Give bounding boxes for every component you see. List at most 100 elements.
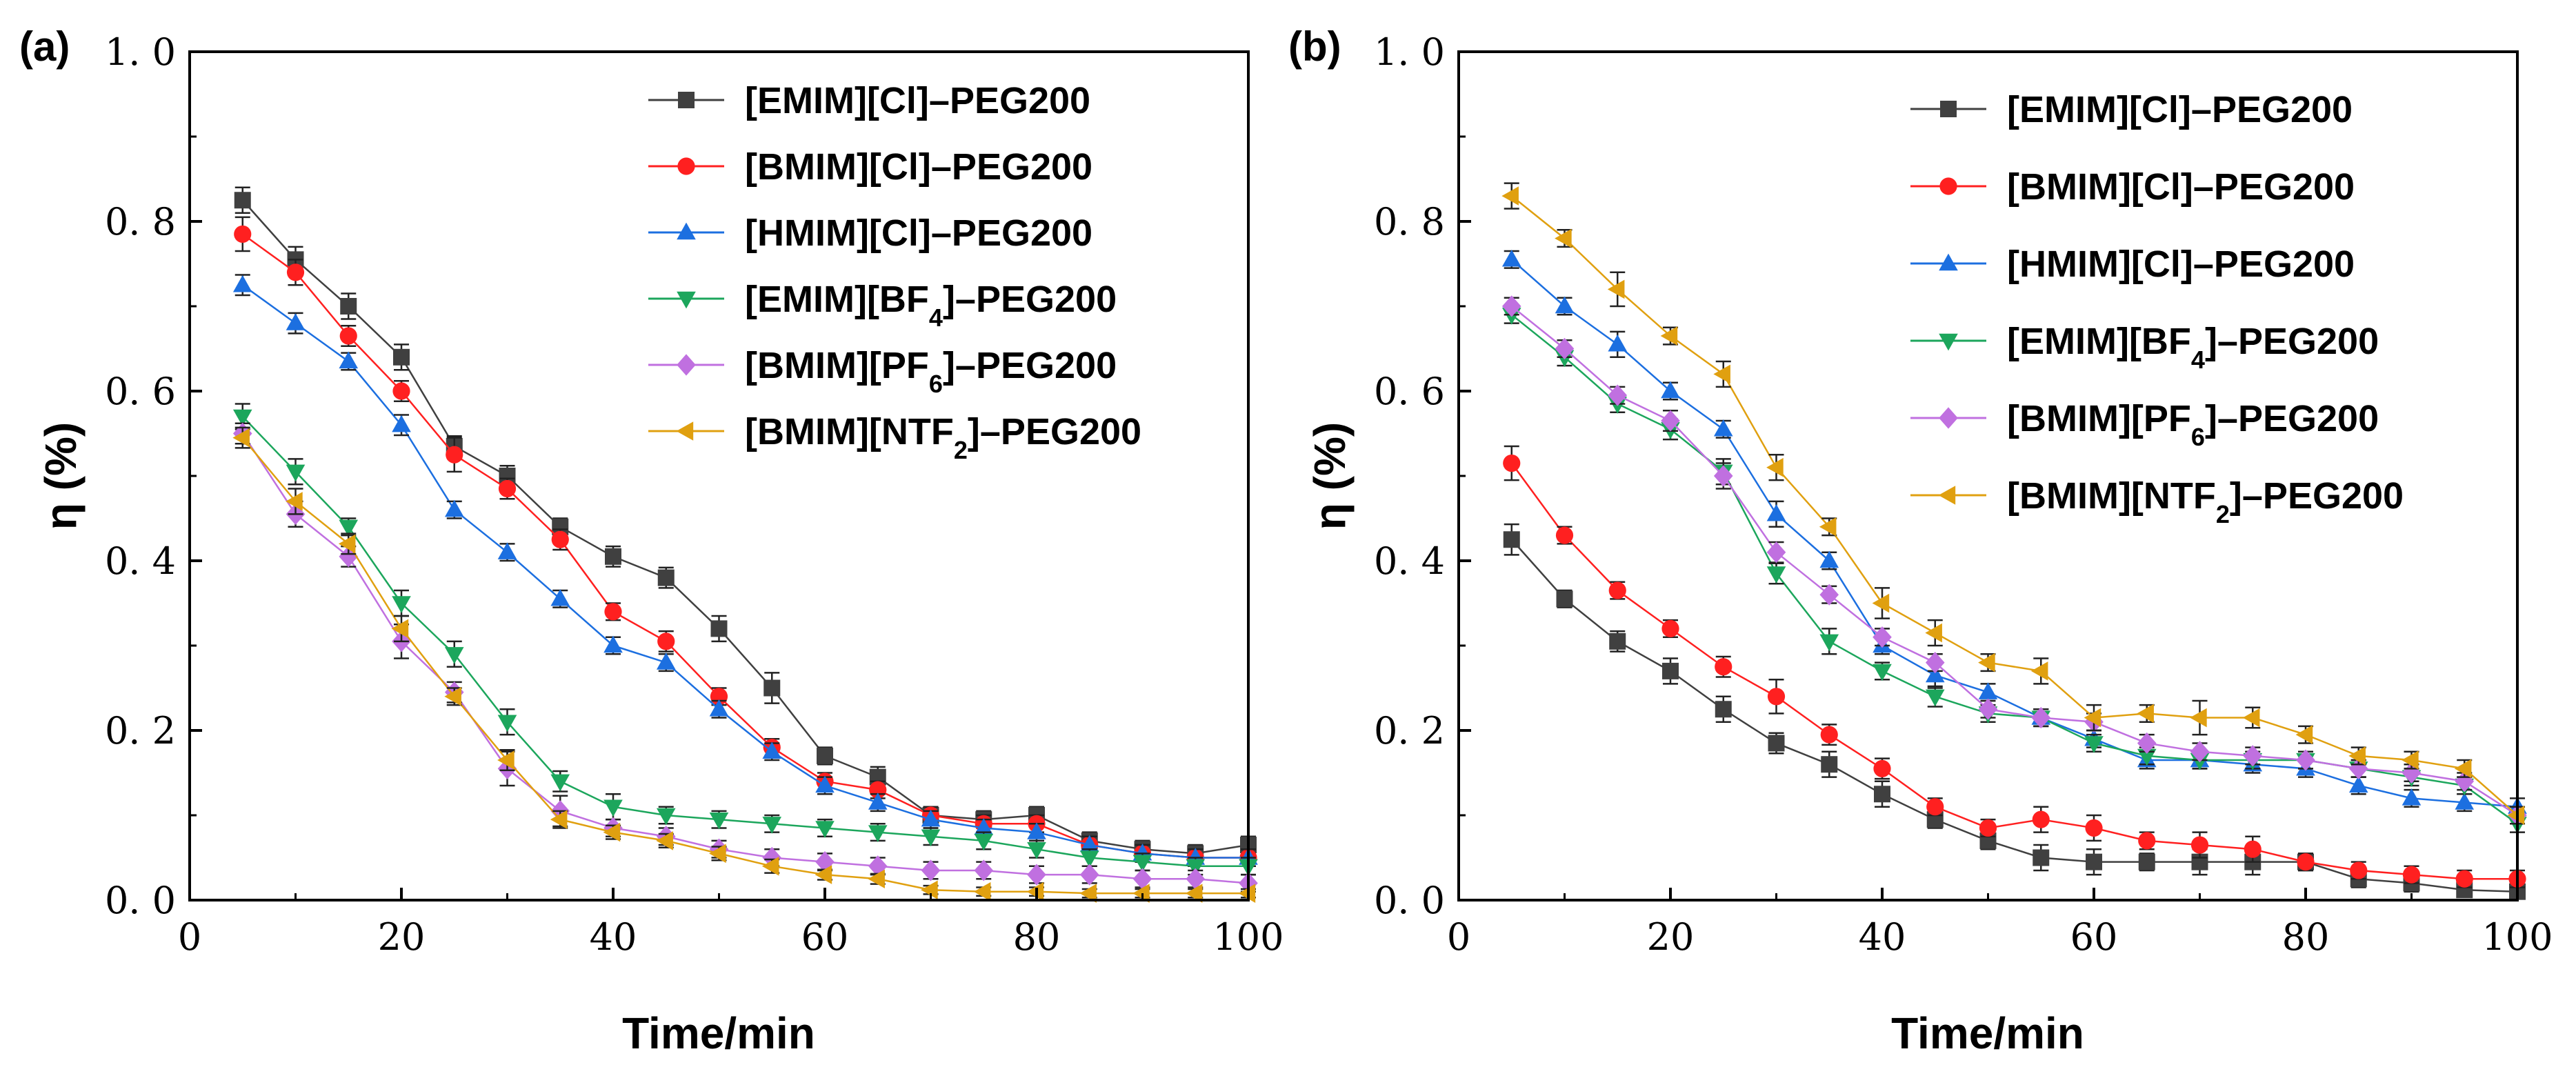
data-point: [1925, 623, 1942, 643]
data-point: [603, 635, 623, 653]
series-line: [242, 284, 1248, 859]
data-point: [392, 596, 411, 613]
data-point: [656, 808, 676, 826]
legend-marker: [1939, 333, 1958, 351]
y-tick-label: 1. 0: [105, 30, 176, 74]
legend-label: [EMIM][BF4]–PEG200: [2007, 321, 2379, 374]
data-point: [1026, 881, 1044, 901]
data-point: [974, 818, 994, 835]
y-tick-label: 0. 0: [105, 879, 176, 922]
data-point: [2138, 853, 2155, 870]
data-point: [1978, 682, 1998, 699]
data-point: [2297, 853, 2315, 871]
data-point: [1713, 364, 1730, 384]
data-point: [1660, 326, 1678, 346]
data-point: [656, 831, 673, 850]
legend-entry: [EMIM][Cl]–PEG200: [1910, 89, 2353, 130]
data-point: [392, 415, 411, 432]
data-point: [2137, 704, 2154, 724]
x-tick-label: 80: [1013, 915, 1061, 959]
y-tick-labels: 0. 0 0. 2 0. 4 0. 6 0. 8 1. 0: [1374, 30, 1445, 922]
data-point: [1819, 584, 1839, 606]
x-tick-label: 40: [590, 915, 637, 959]
y-tick-label: 1. 0: [1374, 30, 1445, 74]
y-tick-label: 0. 6: [105, 370, 176, 413]
data-point: [444, 499, 464, 517]
series: [232, 403, 1258, 877]
y-tick-label: 0. 6: [1374, 370, 1445, 413]
legend-label: [BMIM][Cl]–PEG200: [745, 146, 1092, 188]
x-tick-label: 100: [2482, 915, 2553, 959]
data-point: [1079, 864, 1099, 886]
data-point: [762, 817, 782, 834]
series: [232, 426, 1256, 903]
data-point: [286, 492, 303, 511]
data-point: [763, 679, 781, 697]
series: [1503, 445, 2526, 888]
data-point: [1978, 652, 1995, 672]
data-point: [339, 546, 359, 568]
legend-marker: [1939, 253, 1958, 271]
data-point: [497, 542, 517, 559]
data-point: [2243, 745, 2263, 767]
data-point: [232, 428, 250, 448]
legend-entry: [BMIM][NTF2]–PEG200: [1910, 475, 2404, 528]
data-point: [1766, 504, 1786, 521]
data-point: [921, 829, 941, 847]
legend: [EMIM][Cl]–PEG200 [BMIM][Cl]–PEG200 [HMI…: [1910, 89, 2404, 528]
data-point: [1608, 334, 1628, 352]
data-point: [1713, 465, 1733, 487]
data-point: [232, 275, 252, 292]
data-point: [1132, 884, 1150, 903]
data-point: [391, 619, 409, 639]
legend-marker: [676, 421, 694, 441]
data-point: [497, 750, 515, 770]
data-point: [392, 382, 410, 400]
data-point: [2296, 749, 2315, 771]
data-point: [921, 859, 941, 881]
data-point: [1079, 850, 1099, 868]
data-point: [2031, 706, 2051, 729]
x-tick-label: 20: [1647, 915, 1695, 959]
y-tick-label: 0. 4: [105, 539, 176, 583]
data-point: [2137, 748, 2157, 766]
x-tick-label: 40: [1859, 915, 1906, 959]
data-point: [603, 799, 623, 817]
data-point: [815, 821, 835, 838]
data-point: [2295, 725, 2313, 744]
data-point: [709, 844, 726, 864]
series: [1501, 182, 2525, 825]
data-point: [1503, 531, 1520, 548]
x-tick-label: 0: [1447, 915, 1470, 959]
data-point: [340, 298, 357, 315]
x-axis-label: Time/min: [1891, 1008, 2084, 1058]
legend-marker: [1939, 177, 1957, 195]
data-point: [1608, 581, 1626, 599]
data-point: [1766, 566, 1786, 584]
legend: [EMIM][Cl]–PEG200 [BMIM][Cl]–PEG200 [HMI…: [648, 80, 1141, 464]
legend-entry: [EMIM][BF4]–PEG200: [648, 279, 1117, 332]
data-point: [2190, 836, 2209, 854]
data-point: [1079, 884, 1097, 903]
data-point: [1821, 756, 1838, 773]
ticks-layer: [1457, 50, 2519, 901]
x-tick-label: 100: [1212, 915, 1284, 959]
data-point: [2348, 775, 2368, 793]
legend-label: [EMIM][Cl]–PEG200: [2007, 89, 2353, 130]
series: [1501, 305, 2527, 834]
data-point: [2402, 866, 2421, 884]
data-point: [1027, 822, 1046, 839]
data-point: [2085, 819, 2103, 837]
data-point: [393, 348, 410, 366]
legend-label: [BMIM][Cl]–PEG200: [2007, 166, 2355, 208]
data-point: [1185, 884, 1203, 903]
data-point: [657, 569, 675, 586]
data-point: [657, 632, 675, 650]
data-point: [2190, 741, 2210, 763]
legend-marker: [1938, 486, 1956, 505]
data-point: [762, 741, 782, 759]
data-point: [1186, 868, 1206, 890]
data-point: [2137, 732, 2157, 755]
data-point: [1132, 855, 1152, 873]
data-point: [1715, 701, 1732, 718]
